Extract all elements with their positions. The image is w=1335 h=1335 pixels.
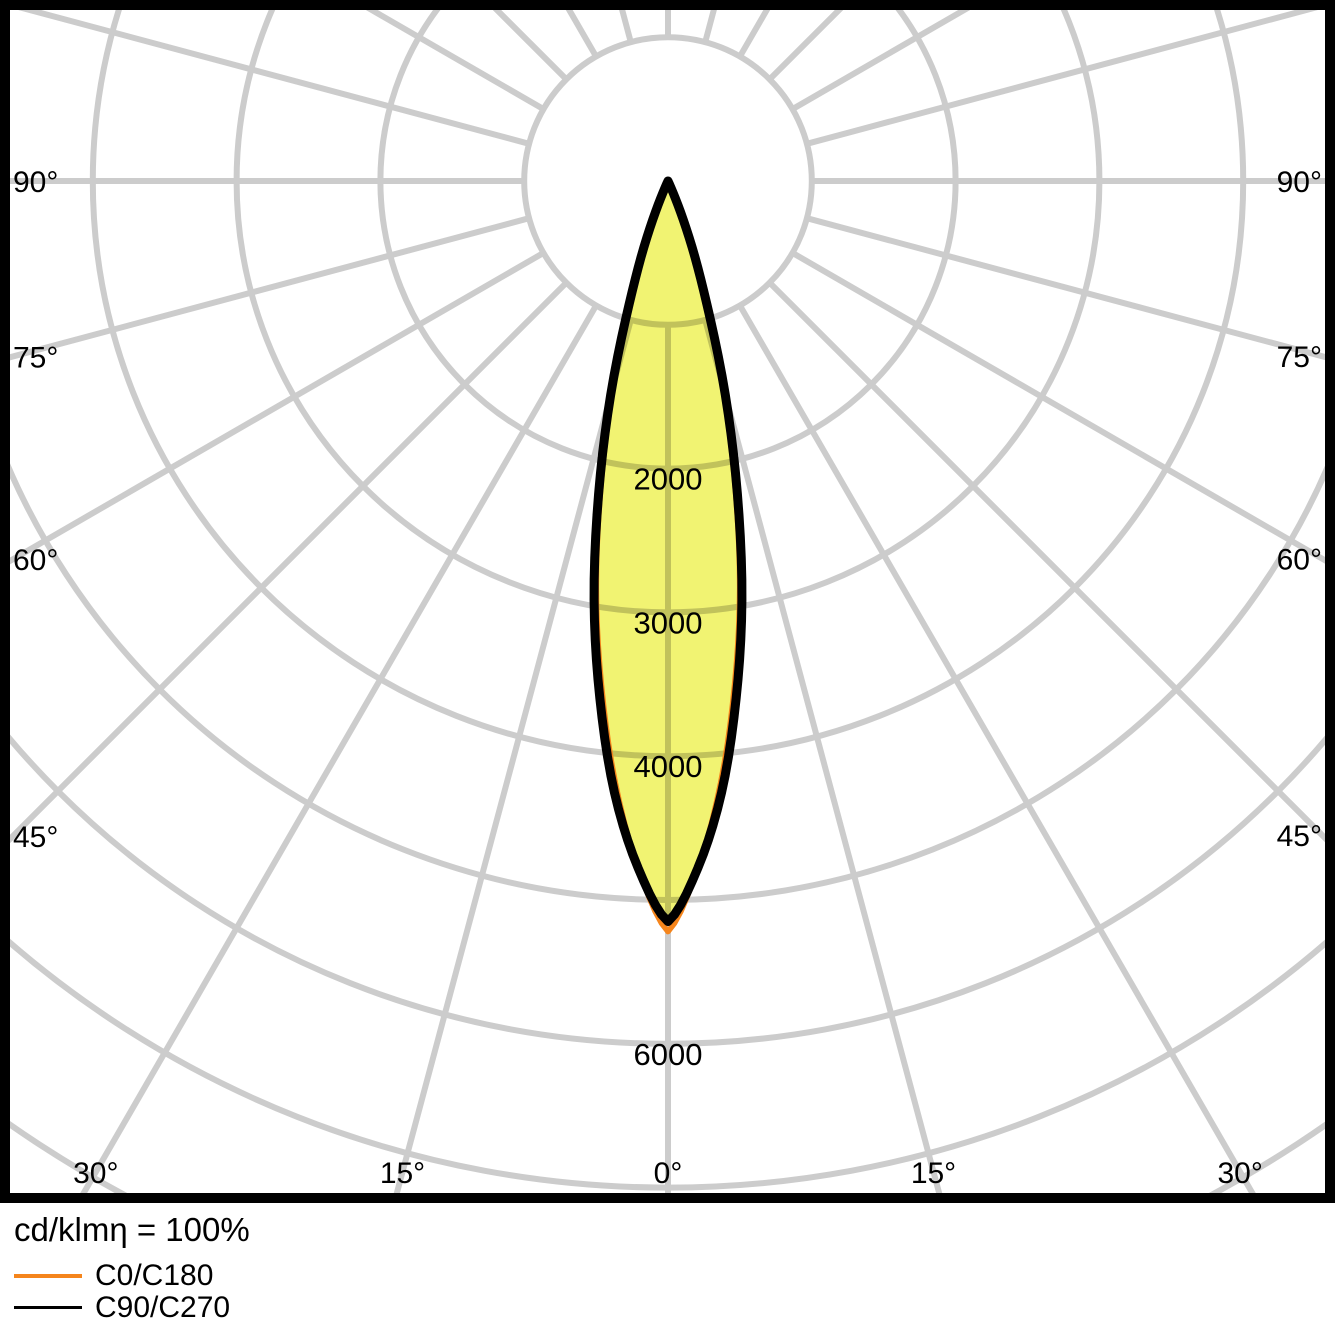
grid-spoke-285deg <box>10 215 530 361</box>
grid-spoke-60deg <box>790 250 1325 564</box>
grid-spoke-105deg <box>806 10 1318 147</box>
angle-label-left-60: 60° <box>13 544 58 577</box>
grid-spoke-75deg <box>806 215 1325 361</box>
legend-label-c90: C90/C270 <box>95 1290 231 1324</box>
grid-spoke-30deg <box>737 303 1256 1193</box>
polar-intensity-chart: 2000 3000 4000 6000 90° 90° 75° 75° 60° 60° 45° 45°… <box>0 0 1335 1205</box>
angle-label-left-45: 45° <box>13 821 58 854</box>
grid-spoke-255deg <box>18 10 530 147</box>
grid-spoke-300deg <box>10 250 546 565</box>
radial-tick-label-4000: 4000 <box>634 749 703 784</box>
beam-fill <box>594 181 742 922</box>
grid-spoke-15deg <box>702 319 943 1193</box>
legend-units-line: cd/klmη = 100% <box>14 1211 250 1248</box>
angle-label-right-45: 45° <box>1277 820 1322 853</box>
radial-tick-label-3000: 3000 <box>634 605 703 640</box>
plot-frame <box>0 0 1335 1203</box>
grid-spoke-345deg <box>393 319 634 1193</box>
legend-line-swatch-c0 <box>14 1273 82 1278</box>
angle-label-right-60: 60° <box>1277 544 1322 577</box>
grid-spoke-315deg <box>10 280 569 844</box>
grid-spoke-330deg <box>80 303 599 1193</box>
angle-label-bottom-1: 15° <box>380 1157 425 1190</box>
radial-tick-label-6000: 6000 <box>634 1037 703 1072</box>
angle-label-bottom-0: 30° <box>73 1157 118 1190</box>
angle-label-right-90: 90° <box>1277 166 1322 199</box>
legend-entry-c90-c270: C90/C270 <box>14 1290 1335 1324</box>
angle-label-left-90: 90° <box>13 166 58 199</box>
grid-spoke-45deg <box>767 280 1325 843</box>
chart-legend: cd/klmη = 100% C0/C180 C90/C270 <box>14 1211 1335 1324</box>
angle-label-bottom-4: 30° <box>1218 1157 1263 1190</box>
legend-line-swatch-c90 <box>14 1306 82 1310</box>
angle-label-right-75: 75° <box>1277 341 1322 374</box>
angle-label-bottom-3: 15° <box>911 1157 956 1190</box>
curve-c90-c270 <box>589 176 747 927</box>
legend-label-c0: C0/C180 <box>95 1258 214 1292</box>
legend-entry-c0-c180: C0/C180 <box>14 1258 1335 1292</box>
angle-label-bottom-2: 0° <box>654 1157 683 1190</box>
radial-tick-label-2000: 2000 <box>634 462 703 497</box>
angle-label-left-75: 75° <box>13 342 58 375</box>
